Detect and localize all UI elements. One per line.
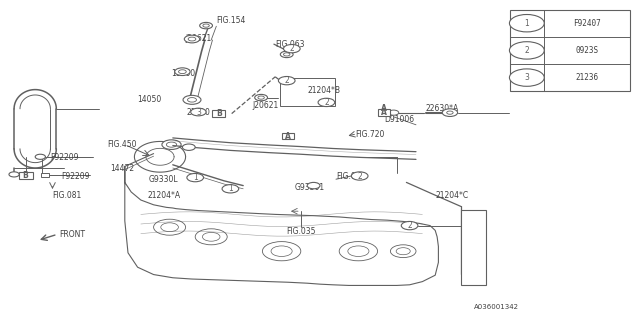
Text: FIG.081: FIG.081 xyxy=(52,191,82,200)
Text: FIG.035: FIG.035 xyxy=(287,227,316,236)
Circle shape xyxy=(35,154,45,159)
Circle shape xyxy=(187,173,204,182)
Text: B: B xyxy=(23,171,28,180)
Bar xyxy=(19,172,33,179)
Text: FRONT: FRONT xyxy=(60,230,86,239)
Text: 2: 2 xyxy=(524,46,529,55)
Circle shape xyxy=(284,53,290,56)
Circle shape xyxy=(258,96,264,99)
Text: A: A xyxy=(381,108,387,117)
Circle shape xyxy=(200,22,212,29)
Text: D91006: D91006 xyxy=(384,115,414,124)
Circle shape xyxy=(284,44,300,53)
Circle shape xyxy=(339,242,378,261)
Text: FIG.154: FIG.154 xyxy=(216,16,246,25)
Text: 1: 1 xyxy=(193,173,198,182)
Circle shape xyxy=(351,172,368,180)
Circle shape xyxy=(442,109,458,116)
Circle shape xyxy=(188,98,196,102)
Text: F92209: F92209 xyxy=(50,153,79,162)
Circle shape xyxy=(202,232,220,241)
Bar xyxy=(378,109,390,116)
Circle shape xyxy=(175,68,190,76)
Text: 2: 2 xyxy=(324,98,329,107)
Circle shape xyxy=(388,110,399,115)
Text: 2: 2 xyxy=(357,172,362,180)
Circle shape xyxy=(509,69,544,86)
Circle shape xyxy=(396,248,410,255)
Circle shape xyxy=(9,172,19,177)
Text: 14050: 14050 xyxy=(138,95,162,104)
Circle shape xyxy=(307,182,320,189)
Text: B: B xyxy=(216,109,221,118)
Circle shape xyxy=(509,14,544,32)
Text: 2: 2 xyxy=(407,221,412,230)
Text: J20621: J20621 xyxy=(186,34,212,43)
Circle shape xyxy=(191,108,206,116)
Circle shape xyxy=(179,70,186,74)
Bar xyxy=(510,10,630,91)
Circle shape xyxy=(161,223,179,232)
Text: FIG.720: FIG.720 xyxy=(355,130,385,139)
Text: A: A xyxy=(381,104,387,113)
Circle shape xyxy=(447,111,453,114)
Text: FIG.063: FIG.063 xyxy=(336,172,365,181)
Circle shape xyxy=(278,76,295,85)
Circle shape xyxy=(509,42,544,59)
Text: G9330L: G9330L xyxy=(148,175,178,184)
Circle shape xyxy=(182,144,195,150)
Text: 1: 1 xyxy=(524,19,529,28)
Text: 21204*B: 21204*B xyxy=(307,86,340,95)
Text: A036001342: A036001342 xyxy=(474,304,518,310)
Text: 22630*A: 22630*A xyxy=(426,104,459,113)
Text: 21210: 21210 xyxy=(187,108,211,117)
Circle shape xyxy=(184,35,200,43)
Bar xyxy=(212,110,225,117)
Circle shape xyxy=(390,245,416,258)
Circle shape xyxy=(262,242,301,261)
Text: 1: 1 xyxy=(228,184,233,193)
Text: 21236: 21236 xyxy=(575,73,598,82)
Bar xyxy=(41,173,49,177)
Text: 14472: 14472 xyxy=(110,164,134,173)
Circle shape xyxy=(183,95,201,104)
Circle shape xyxy=(162,140,181,149)
Circle shape xyxy=(401,221,418,230)
Circle shape xyxy=(271,246,292,257)
Circle shape xyxy=(255,94,268,101)
Text: 3: 3 xyxy=(196,108,201,116)
Text: 2: 2 xyxy=(289,44,294,53)
Text: 0923S: 0923S xyxy=(575,46,598,55)
Circle shape xyxy=(348,246,369,257)
Text: F92407: F92407 xyxy=(573,19,600,28)
Text: 2: 2 xyxy=(284,76,289,85)
Text: FIG.450: FIG.450 xyxy=(108,140,137,149)
Text: F92209: F92209 xyxy=(61,172,90,180)
Text: 3: 3 xyxy=(524,73,529,82)
Text: 21204*C: 21204*C xyxy=(435,191,468,200)
Circle shape xyxy=(154,219,186,235)
Text: 21204*A: 21204*A xyxy=(147,191,180,200)
Circle shape xyxy=(203,24,209,27)
Circle shape xyxy=(318,98,335,107)
Circle shape xyxy=(166,142,177,147)
Text: 11060: 11060 xyxy=(172,69,196,78)
Circle shape xyxy=(222,185,239,193)
Text: J20621: J20621 xyxy=(253,101,279,110)
Text: A: A xyxy=(285,132,291,140)
Bar xyxy=(461,210,486,285)
Text: FIG.063: FIG.063 xyxy=(275,40,305,49)
Text: G93301: G93301 xyxy=(294,183,324,192)
Circle shape xyxy=(280,51,293,58)
Bar xyxy=(282,133,294,139)
Circle shape xyxy=(188,37,196,41)
Bar xyxy=(280,78,335,106)
Circle shape xyxy=(195,229,227,245)
